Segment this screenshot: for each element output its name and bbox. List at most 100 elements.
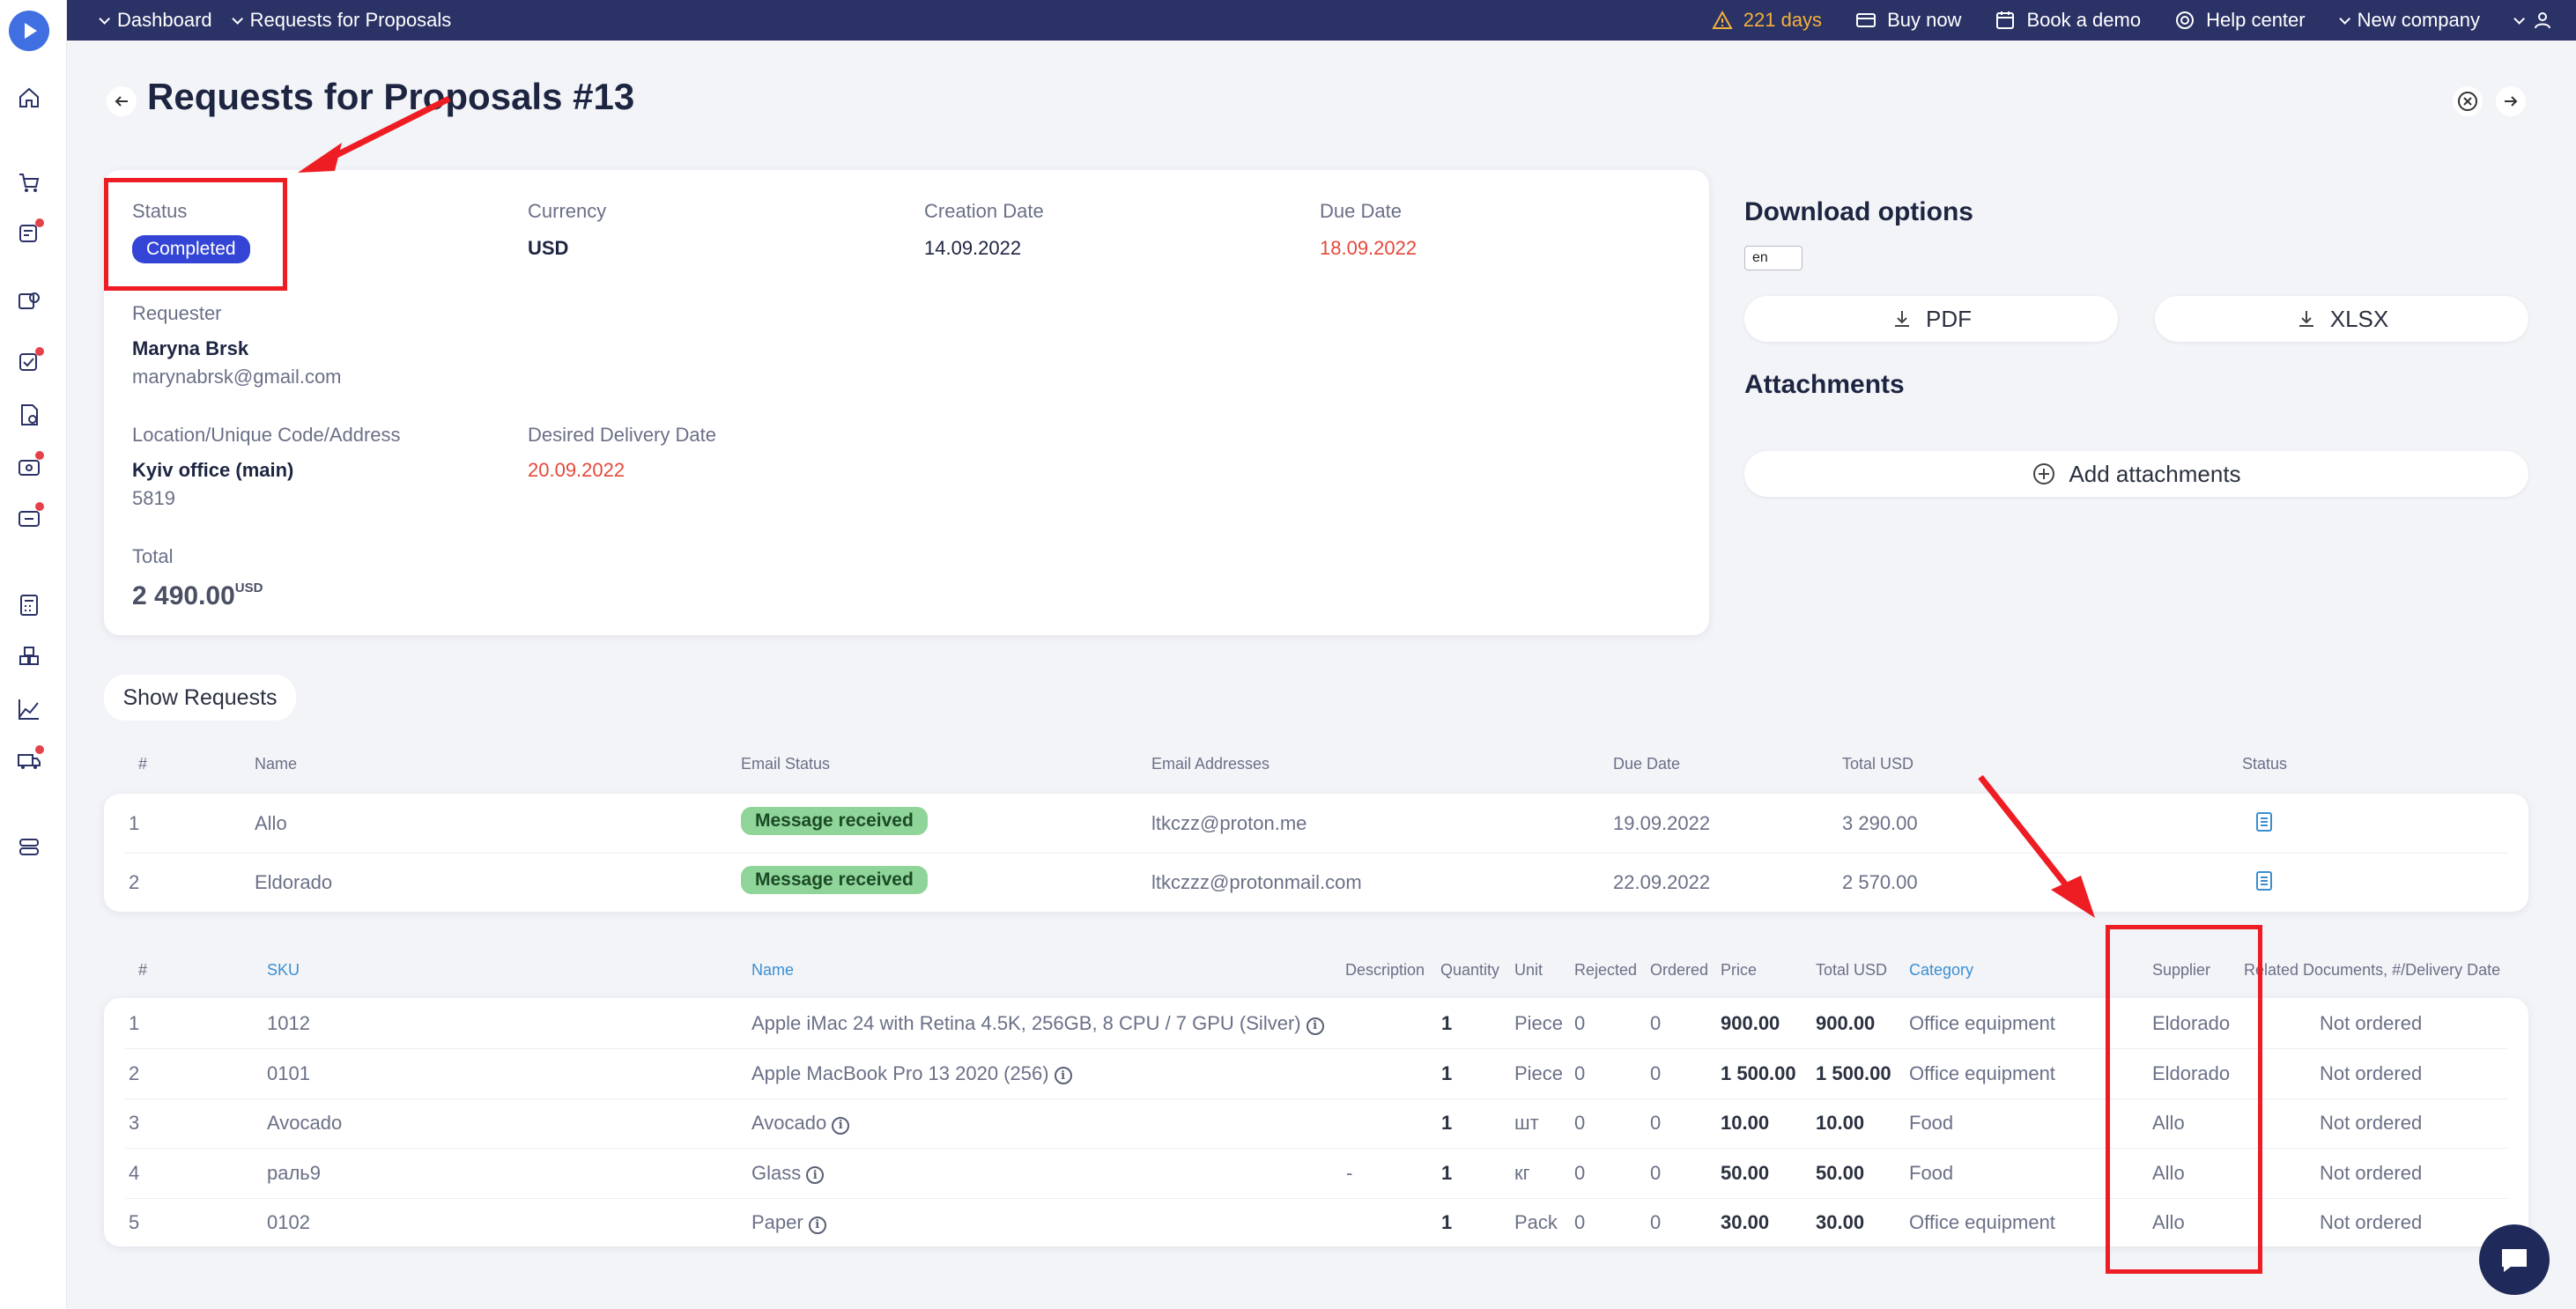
status-badge: Completed [132,235,250,263]
language-select[interactable]: en [1744,246,1802,270]
item-related-documents: Not ordered [2320,1062,2422,1085]
item-category: Food [1909,1162,1953,1185]
item-total-text: 10.00 [1816,1112,1865,1134]
item-unit-text: кг [1514,1161,1530,1184]
col-header-email-status[interactable]: Email Status [741,755,831,773]
company-label: New company [2357,9,2480,31]
cart-icon[interactable] [16,169,42,196]
row-divider [125,853,2507,854]
back-button[interactable] [107,86,137,116]
item-category-text: Office equipment [1909,1012,2055,1034]
due-date-field: Due Date 18.09.2022 [1320,200,1417,260]
next-button[interactable] [2496,86,2526,116]
item-unit-text: Piece [1514,1061,1564,1084]
info-icon[interactable]: i [806,1166,825,1184]
item-ordered-text: 0 [1650,1112,1662,1134]
breadcrumb-rfp[interactable]: Requests for Proposals [231,9,452,32]
supplier-name: Allo [255,812,287,834]
app-logo[interactable] [9,11,49,51]
item-related-documents-text: Not ordered [2320,1112,2423,1134]
breadcrumb-label: Requests for Proposals [249,9,452,31]
delivery-icon[interactable] [16,745,44,773]
requester-name: Maryna Brsk [132,337,249,359]
user-menu[interactable] [2513,10,2553,31]
item-related-documents: Not ordered [2320,1112,2422,1135]
chat-button[interactable] [2479,1224,2550,1295]
buy-now-label: Buy now [1887,9,1962,31]
item-price-text: 1 500.00 [1721,1061,1796,1084]
col-header-email-addresses[interactable]: Email Addresses [1151,755,1270,773]
item-unit: кг [1514,1162,1530,1185]
home-icon[interactable] [16,85,42,111]
add-attachments-button[interactable]: Add attachments [1744,451,2528,497]
col-header-total-usd[interactable]: Total USD [1842,755,1914,773]
col-header-name[interactable]: Name [255,755,298,773]
document-icon[interactable] [2255,871,2273,891]
breadcrumb-dashboard[interactable]: Dashboard [99,9,212,32]
item-supplier: Eldorado [2152,1062,2230,1085]
annotation-arrow-icon [1978,774,2095,918]
suppliers-icon[interactable] [16,287,42,314]
item-supplier: Allo [2152,1162,2185,1185]
lifebuoy-icon [2176,11,2195,29]
creation-date-field: Creation Date 14.09.2022 [924,200,1044,260]
show-requests-button[interactable]: Show Requests [104,675,296,721]
item-price: 10.00 [1721,1112,1769,1135]
buy-now-button[interactable]: Buy now [1855,9,1961,32]
settings-icon[interactable] [16,833,42,860]
invoices-icon[interactable] [16,402,42,428]
info-icon[interactable]: i [832,1116,850,1135]
info-icon[interactable]: i [1306,1017,1324,1035]
add-attachments-label: Add attachments [2069,460,2241,487]
delivery-date-label: Desired Delivery Date [528,424,716,446]
chat-icon [2502,1249,2527,1272]
top-bar: Dashboard Requests for Proposals 221 day… [67,0,2576,41]
card-icon [1856,13,1876,27]
col-header-due-date[interactable]: Due Date [1613,755,1681,773]
document-icon[interactable] [2255,812,2273,832]
item-category: Office equipment [1909,1012,2055,1035]
email-status-badge: Message received [741,866,928,894]
approvals-icon[interactable] [16,347,44,375]
col-header-category[interactable]: Category [1909,961,1974,979]
help-center-button[interactable]: Help center [2174,9,2306,32]
download-pdf-button[interactable]: PDF [1744,296,2118,342]
row-divider [125,1197,2507,1199]
info-icon[interactable]: i [1054,1067,1072,1084]
inventory-icon[interactable] [16,643,42,669]
analytics-icon[interactable] [16,696,42,722]
trial-label: 221 days [1743,9,1823,31]
trial-days[interactable]: 221 days [1712,9,1822,32]
row-num-text: 4 [129,1161,140,1184]
download-xlsx-button[interactable]: XLSX [2155,296,2528,342]
budget-icon[interactable] [16,502,44,530]
close-button[interactable] [2453,86,2483,116]
item-sku-text: раль9 [267,1161,322,1184]
row-num: 5 [129,1211,139,1234]
requests-icon[interactable] [16,218,44,247]
item-related-documents-text: Not ordered [2320,1211,2423,1233]
info-icon[interactable]: i [808,1216,826,1234]
item-sku: 1012 [267,1012,310,1035]
item-name: Paper i [751,1211,826,1234]
item-total-text: 1 500.00 [1816,1061,1891,1084]
item-sku: Avocado [267,1112,342,1135]
total-usd: 2 570.00 [1842,871,1918,893]
item-category-text: Office equipment [1909,1211,2055,1233]
item-total: 900.00 [1816,1012,1875,1035]
payments-icon[interactable] [16,451,44,479]
company-selector[interactable]: New company [2338,9,2480,32]
calculator-icon[interactable] [16,592,42,618]
total-label: Total [132,545,174,567]
col-header-status[interactable]: Status [2242,755,2288,773]
due-date-label: Due Date [1320,200,1402,222]
item-description-text: - [1346,1161,1353,1184]
row-divider [125,1148,2507,1149]
col-header-sku[interactable]: SKU [267,961,300,979]
item-supplier-text: Eldorado [2152,1061,2231,1084]
book-demo-button[interactable]: Book a demo [1995,9,2141,32]
item-name: Apple iMac 24 with Retina 4.5K, 256GB, 8… [751,1012,1324,1035]
col-header-item-name[interactable]: Name [751,961,795,979]
item-quantity-text: 1 [1441,1061,1453,1084]
requester-email: marynabrsk@gmail.com [132,366,342,388]
